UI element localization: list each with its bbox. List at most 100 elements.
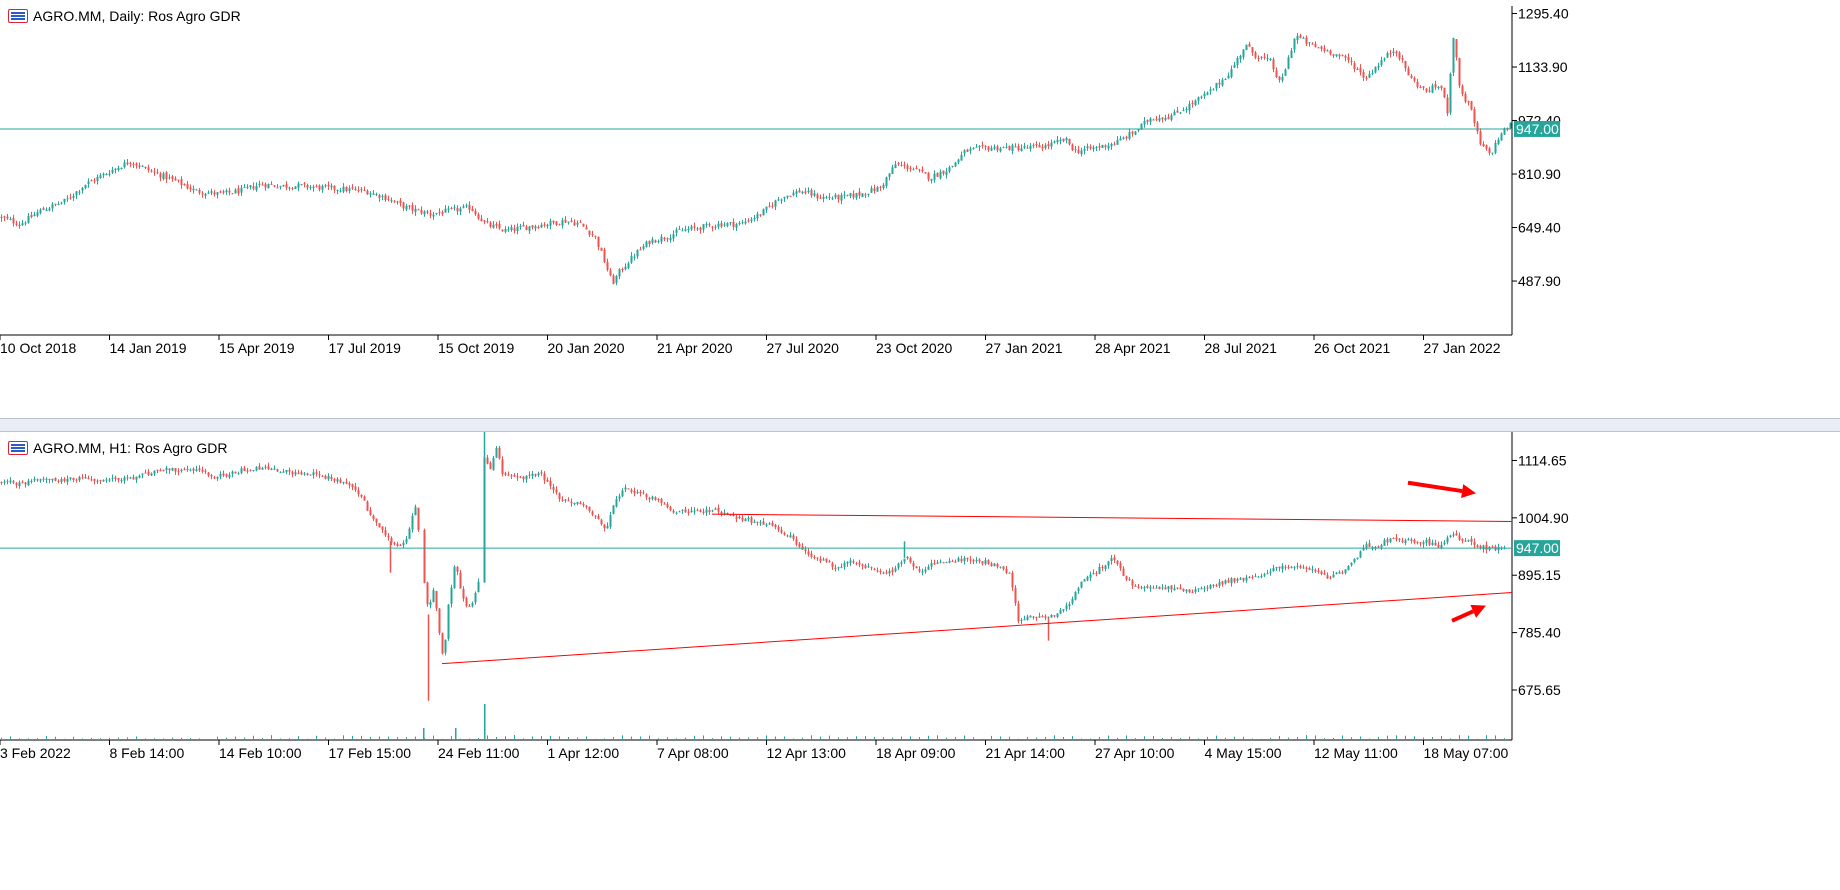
candle xyxy=(1263,53,1266,60)
candle xyxy=(1470,536,1473,546)
candle xyxy=(543,471,546,484)
volume-bar xyxy=(1450,738,1451,740)
candle xyxy=(1185,106,1188,114)
volume-bar xyxy=(946,737,947,740)
daily-chart-canvas[interactable]: 1295.401133.90972.40810.90649.40487.9010… xyxy=(0,0,1840,418)
trendline-resistance xyxy=(711,513,1513,522)
candle xyxy=(1293,566,1296,571)
candle xyxy=(1023,615,1026,621)
volume-bar xyxy=(253,735,254,740)
candle xyxy=(252,469,255,472)
candle xyxy=(825,195,828,199)
candle xyxy=(1113,141,1116,146)
candle xyxy=(174,467,177,475)
candle xyxy=(1482,141,1485,148)
candle xyxy=(27,478,30,487)
volume-bar xyxy=(1333,738,1334,740)
candle xyxy=(771,202,774,209)
candle xyxy=(48,478,51,484)
candle xyxy=(663,236,666,242)
candle xyxy=(1026,144,1029,149)
candle xyxy=(1428,86,1431,93)
volume-bar xyxy=(1162,737,1163,740)
h1-chart-panel[interactable]: AGRO.MM, H1: Ros Agro GDR 1224.401114.65… xyxy=(0,432,1840,890)
candle xyxy=(387,532,390,541)
candle xyxy=(858,187,861,199)
candle xyxy=(858,559,861,568)
candle xyxy=(1407,66,1410,76)
candle xyxy=(48,206,51,212)
volume-bar xyxy=(919,737,920,740)
daily-chart-panel[interactable]: AGRO.MM, Daily: Ros Agro GDR 1295.40 1133… xyxy=(0,0,1840,418)
candle xyxy=(1332,54,1335,58)
candle xyxy=(177,468,180,476)
candle xyxy=(348,185,351,194)
volume-bar xyxy=(685,737,686,740)
candle xyxy=(1182,588,1185,592)
candle xyxy=(999,146,1002,153)
candle xyxy=(873,567,876,571)
candle xyxy=(1170,585,1173,593)
candle xyxy=(1413,76,1416,83)
candle xyxy=(741,515,744,523)
volume-bar xyxy=(1369,738,1370,740)
candle xyxy=(1191,100,1194,108)
y-tick-label: 649.40 xyxy=(1518,220,1561,236)
candle xyxy=(894,160,897,169)
candle xyxy=(165,465,168,474)
candle xyxy=(513,224,516,234)
candle xyxy=(648,240,651,248)
candle xyxy=(534,224,537,232)
candle xyxy=(72,477,75,483)
candle xyxy=(516,223,519,235)
candle xyxy=(1035,616,1038,621)
candle xyxy=(1476,544,1479,548)
candle xyxy=(906,555,909,560)
candle xyxy=(378,193,381,202)
candle xyxy=(1278,75,1281,83)
candle xyxy=(150,169,153,173)
candle xyxy=(228,187,231,196)
candle xyxy=(723,222,726,228)
candle xyxy=(81,474,84,480)
candle xyxy=(549,218,552,230)
candle xyxy=(1485,541,1488,554)
candle xyxy=(447,604,450,641)
volume-bar xyxy=(730,736,731,740)
volume-bar xyxy=(1243,736,1244,740)
candle xyxy=(66,195,69,202)
x-tick-label: 23 Oct 2020 xyxy=(876,340,952,356)
volume-bar xyxy=(478,738,479,740)
candle xyxy=(1041,143,1044,151)
candle xyxy=(1287,564,1290,570)
candle xyxy=(1281,563,1284,573)
candle xyxy=(675,227,678,237)
candle xyxy=(1443,87,1446,99)
candle xyxy=(948,165,951,174)
candle xyxy=(417,507,420,532)
volume-bar xyxy=(406,737,407,740)
candle xyxy=(1215,583,1218,588)
x-tick-label: 20 Jan 2020 xyxy=(548,340,625,356)
candle xyxy=(132,161,135,168)
volume-bar xyxy=(667,737,668,740)
candle xyxy=(1098,142,1101,151)
volume-bar xyxy=(1234,736,1235,740)
h1-chart-canvas[interactable]: 1224.401114.651004.90895.15785.40675.653… xyxy=(0,432,1840,890)
volume-bar xyxy=(1387,735,1388,740)
candle xyxy=(564,216,567,224)
candle xyxy=(972,147,975,150)
candle xyxy=(471,601,474,608)
candle xyxy=(0,214,3,222)
candle xyxy=(108,477,111,483)
candle xyxy=(1029,143,1032,152)
candle xyxy=(450,584,453,608)
candle xyxy=(666,501,669,509)
candle xyxy=(1380,56,1383,67)
candle xyxy=(1437,86,1440,90)
candle xyxy=(1089,144,1092,151)
candle xyxy=(213,190,216,197)
candle xyxy=(483,219,486,225)
candle xyxy=(738,221,741,226)
panel-separator[interactable] xyxy=(0,418,1840,432)
